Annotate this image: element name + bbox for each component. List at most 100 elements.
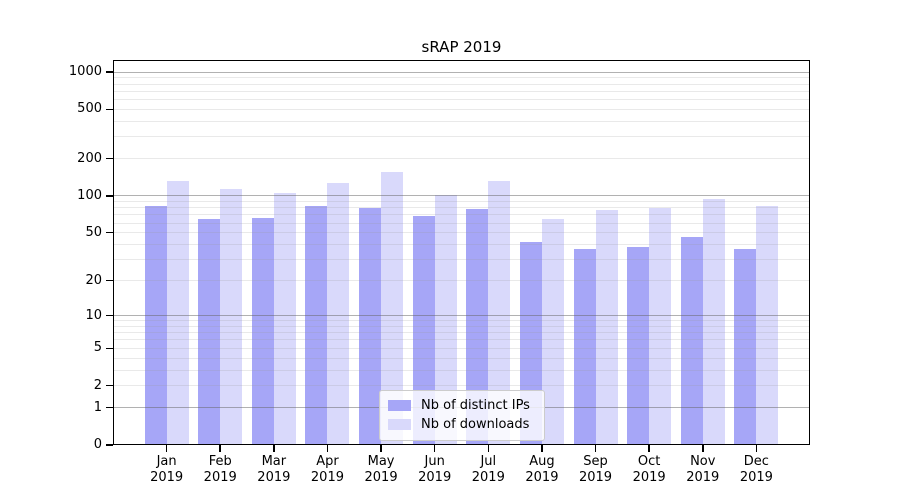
y-tick-1000: [106, 71, 113, 73]
gridline-3: [113, 369, 810, 371]
y-tick-label-50: 50: [85, 224, 102, 240]
gridline-90: [113, 200, 810, 202]
x-tick-feb: [219, 445, 221, 452]
bar-downloads-aug: [541, 218, 564, 445]
x-tick-label-sep: Sep 2019: [578, 454, 613, 485]
gridline-100: [113, 195, 810, 197]
bar-distinct-ips-jul: [466, 209, 489, 445]
gridline-7: [113, 332, 810, 334]
bars-layer: [113, 60, 810, 445]
x-tick-label-nov: Nov 2019: [686, 454, 720, 485]
plot-area: [113, 60, 810, 445]
y-tick-2: [106, 384, 113, 387]
x-tick-label-dec: Dec 2019: [739, 454, 773, 485]
bar-downloads-mar: [273, 192, 296, 445]
x-tick-sep: [594, 445, 597, 452]
grid-layer: [113, 60, 810, 445]
y-tick-label-2: 2: [93, 377, 102, 393]
y-tick-0: [106, 444, 113, 446]
bar-downloads-may: [381, 172, 404, 445]
x-tick-label-oct: Oct 2019: [632, 454, 666, 485]
legend: Nb of distinct IPs Nb of downloads: [379, 390, 545, 441]
y-tick-label-1: 1: [93, 399, 102, 415]
gridline-80: [113, 207, 810, 209]
y-tick-label-0: 0: [93, 437, 102, 452]
x-tick-label-jul: Jul 2019: [471, 454, 505, 485]
x-tick-may: [380, 445, 382, 452]
bar-distinct-ips-sep: [573, 248, 596, 445]
bar-downloads-oct: [649, 207, 672, 445]
gridline-40: [113, 244, 810, 246]
x-tick-jul: [487, 445, 490, 452]
bar-downloads-dec: [756, 205, 779, 445]
y-tick-500: [106, 108, 113, 111]
x-tick-jan: [165, 445, 168, 452]
x-tick-jun: [433, 445, 436, 452]
bar-distinct-ips-jun: [412, 215, 435, 445]
y-tick-1: [106, 406, 113, 409]
legend-swatch-distinct-ips-icon: [388, 400, 411, 411]
legend-row-downloads: Nb of downloads: [388, 415, 536, 434]
y-tick-label-5: 5: [93, 340, 102, 356]
gridline-4: [113, 357, 810, 359]
legend-label-downloads: Nb of downloads: [421, 417, 530, 432]
bar-distinct-ips-may: [359, 207, 382, 445]
gridline-800: [113, 83, 810, 85]
x-tick-dec: [755, 445, 758, 452]
gridline-30: [113, 259, 810, 261]
x-tick-oct: [648, 445, 650, 452]
x-tick-label-aug: Aug 2019: [525, 454, 559, 485]
x-tick-label-apr: Apr 2019: [310, 454, 344, 485]
gridline-400: [113, 120, 810, 122]
bar-distinct-ips-apr: [305, 205, 328, 445]
y-tick-10: [106, 314, 113, 317]
gridline-2: [113, 385, 810, 387]
bar-downloads-sep: [595, 209, 618, 445]
gridline-1000: [113, 71, 810, 73]
y-tick-label-100: 100: [77, 187, 102, 203]
y-tick-label-200: 200: [77, 150, 102, 166]
bar-downloads-jan: [166, 180, 189, 445]
y-tick-50: [106, 231, 113, 234]
gridline-60: [113, 222, 810, 224]
y-tick-label-1000: 1000: [68, 64, 102, 80]
gridline-900: [113, 77, 810, 79]
x-tick-label-jun: Jun 2019: [418, 454, 452, 485]
bar-downloads-nov: [702, 199, 725, 445]
bar-distinct-ips-dec: [734, 248, 757, 445]
x-tick-aug: [541, 445, 543, 452]
bar-downloads-jun: [434, 194, 457, 445]
gridline-500: [113, 108, 810, 110]
x-tick-label-jan: Jan 2019: [150, 454, 184, 485]
chart-title: sRAP 2019: [421, 38, 502, 56]
gridline-70: [113, 214, 810, 216]
bar-distinct-ips-nov: [680, 237, 703, 445]
x-tick-mar: [273, 445, 275, 452]
bar-distinct-ips-mar: [251, 218, 274, 445]
y-tick-label-500: 500: [77, 101, 102, 117]
gridline-200: [113, 158, 810, 160]
y-tick-5: [106, 347, 113, 350]
y-tick-label-10: 10: [85, 307, 102, 323]
x-tick-apr: [326, 445, 329, 452]
x-tick-nov: [702, 445, 704, 452]
gridline-6: [113, 339, 810, 341]
bar-distinct-ips-oct: [627, 247, 650, 445]
gridline-20: [113, 280, 810, 282]
gridline-700: [113, 90, 810, 92]
legend-row-distinct-ips: Nb of distinct IPs: [388, 396, 536, 415]
bar-downloads-jul: [488, 180, 511, 445]
gridline-50: [113, 232, 810, 234]
bar-downloads-feb: [220, 188, 243, 445]
y-tick-100: [106, 195, 113, 197]
y-tick-200: [106, 157, 113, 160]
x-tick-label-may: May 2019: [364, 454, 398, 485]
legend-label-distinct-ips: Nb of distinct IPs: [421, 398, 530, 413]
y-tick-20: [106, 279, 113, 282]
x-tick-label-feb: Feb 2019: [203, 454, 237, 485]
x-tick-label-mar: Mar 2019: [257, 454, 291, 485]
bar-distinct-ips-jan: [144, 205, 167, 445]
gridline-8: [113, 325, 810, 327]
bar-downloads-apr: [327, 183, 350, 445]
